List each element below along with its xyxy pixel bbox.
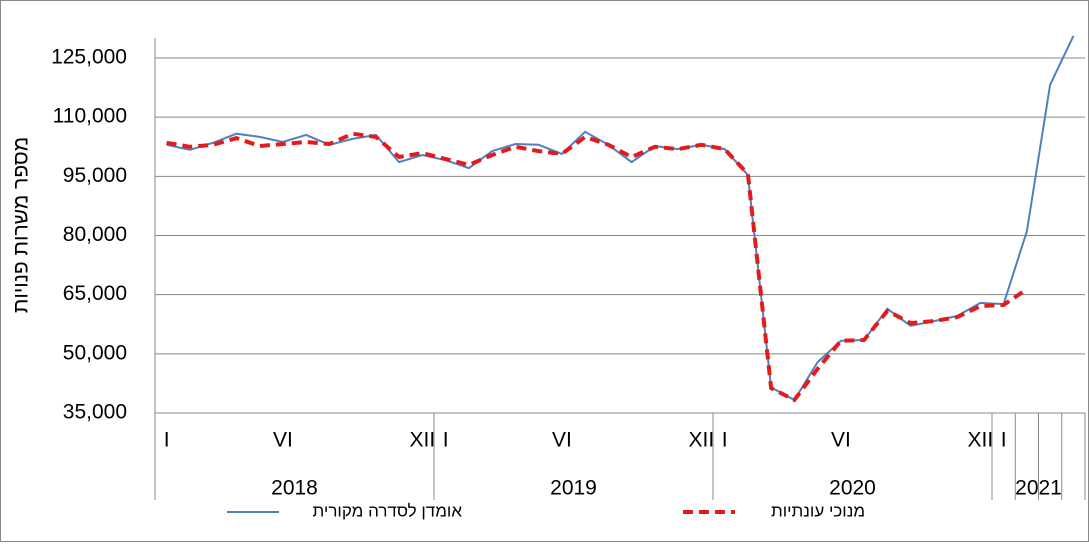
year-label: 2018 — [271, 477, 318, 500]
series-line — [166, 131, 1029, 403]
x-tick-label: VI — [831, 429, 851, 452]
x-tick-label: XII — [689, 429, 715, 452]
x-tick-label: I — [1001, 429, 1007, 452]
year-label: 2020 — [829, 477, 876, 500]
y-tick-label: 50,000 — [63, 341, 127, 364]
y-tick-label: 80,000 — [63, 223, 127, 246]
x-tick-label: I — [164, 429, 170, 452]
y-tick-label: 65,000 — [63, 282, 127, 305]
x-tick-label: I — [443, 429, 449, 452]
y-tick-label: 35,000 — [63, 401, 127, 424]
x-tick-label: I — [722, 429, 728, 452]
y-tick-label: 125,000 — [51, 46, 127, 69]
x-tick-label: XII — [410, 429, 436, 452]
x-tick-label: VI — [552, 429, 572, 452]
y-axis-label: מספר משרות פנויות — [10, 137, 33, 313]
year-label: 2019 — [550, 477, 597, 500]
series-line — [166, 35, 1075, 402]
legend-label: אומדן לסדרה מקורית — [313, 501, 463, 520]
y-tick-label: 95,000 — [63, 164, 127, 187]
legend-label: מנוכי עונתיות — [771, 501, 865, 520]
x-tick-label: XII — [968, 429, 994, 452]
x-tick-label: VI — [273, 429, 293, 452]
y-tick-label: 110,000 — [53, 105, 127, 128]
